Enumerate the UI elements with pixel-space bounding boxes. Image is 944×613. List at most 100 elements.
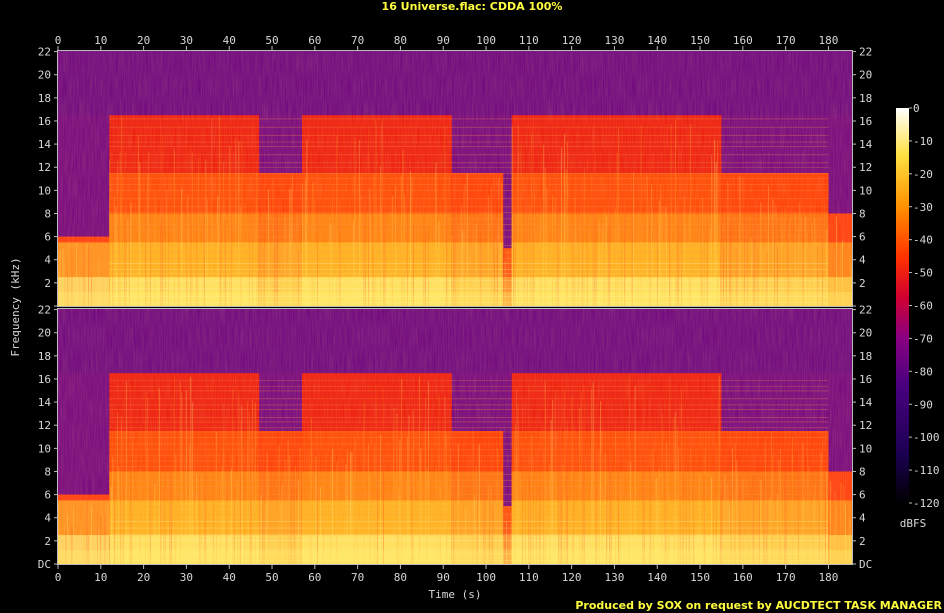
x-tick-label: 140 bbox=[647, 34, 667, 47]
y-tick-label: 16 bbox=[859, 115, 872, 128]
x-tick-label: 150 bbox=[690, 34, 710, 47]
x-tick-label: 130 bbox=[605, 34, 625, 47]
colorbar-tick-label: -30 bbox=[913, 201, 933, 214]
x-tick-label: 30 bbox=[180, 34, 193, 47]
x-tick-label: 10 bbox=[94, 34, 107, 47]
colorbar: 0 -10 -20 -30 -40 -50 -60 -70 -80 -90 -100 -110 -120… bbox=[896, 102, 940, 530]
colorbar-tick-label: -80 bbox=[913, 365, 933, 378]
spectrogram-panel-right bbox=[57, 308, 853, 565]
y-tick-label: 22 bbox=[859, 46, 872, 59]
spectrogram-grain bbox=[58, 51, 852, 306]
colorbar-gradient bbox=[896, 108, 909, 503]
x-tick-label: 90 bbox=[437, 34, 450, 47]
colorbar-tick-label: -100 bbox=[913, 431, 940, 444]
y-tick-label: 10 bbox=[38, 184, 51, 197]
y-tick-label: 10 bbox=[859, 442, 872, 455]
x-tick-label: 130 bbox=[605, 571, 625, 584]
y-tick-label: 2 bbox=[859, 277, 866, 290]
colorbar-tick-label: -120 bbox=[913, 497, 940, 510]
x-tick-label: 170 bbox=[776, 571, 796, 584]
y-tick-label: 4 bbox=[859, 512, 866, 525]
y-tick-label: 22 bbox=[859, 304, 872, 317]
x-tick-label: 20 bbox=[137, 571, 150, 584]
x-tick-label: 110 bbox=[519, 571, 539, 584]
y-tick-label: 14 bbox=[38, 396, 52, 409]
colorbar-tick-label: -70 bbox=[913, 332, 933, 345]
spectrogram-panel-left bbox=[57, 50, 853, 307]
x-tick-label: 90 bbox=[437, 571, 450, 584]
y-tick-label: 18 bbox=[859, 350, 872, 363]
x-tick-label: 100 bbox=[476, 34, 496, 47]
x-tick-label: 60 bbox=[308, 571, 321, 584]
x-tick-label: 0 bbox=[55, 34, 62, 47]
y-tick-label: 16 bbox=[859, 373, 872, 386]
y-tick-label: 20 bbox=[38, 327, 51, 340]
y-tick-label: DC bbox=[859, 558, 872, 571]
x-tick-label: 110 bbox=[519, 34, 539, 47]
y-tick-label: 12 bbox=[38, 419, 51, 432]
y-tick-label: 18 bbox=[859, 92, 872, 105]
x-tick-label: 50 bbox=[265, 34, 278, 47]
y-tick-label: 14 bbox=[38, 138, 52, 151]
colorbar-tick-label: -50 bbox=[913, 267, 933, 280]
y-tick-label: 14 bbox=[859, 396, 873, 409]
y-tick-label: 12 bbox=[859, 161, 872, 174]
colorbar-tick-label: 0 bbox=[913, 102, 920, 115]
x-tick-label: 120 bbox=[562, 571, 582, 584]
y-tick-label: 2 bbox=[44, 535, 51, 548]
x-tick-label: 70 bbox=[351, 571, 364, 584]
colorbar-unit: dBFS bbox=[900, 517, 927, 530]
spectrogram-grain bbox=[58, 309, 852, 564]
y-tick-label: 8 bbox=[859, 207, 866, 220]
x-tick-label: 30 bbox=[180, 571, 193, 584]
colorbar-tick-label: -110 bbox=[913, 464, 940, 477]
y-tick-label: 6 bbox=[859, 231, 866, 244]
y-tick-label: 12 bbox=[38, 161, 51, 174]
y-tick-label: 22 bbox=[38, 46, 51, 59]
y-tick-label: 8 bbox=[859, 465, 866, 478]
colorbar-tick-label: -60 bbox=[913, 300, 933, 313]
y-tick-label: 8 bbox=[44, 207, 51, 220]
y-tick-label: 6 bbox=[44, 231, 51, 244]
x-tick-label: 20 bbox=[137, 34, 150, 47]
chart-title: 16 Universe.flac: CDDA 100% bbox=[382, 0, 563, 13]
x-tick-label: 40 bbox=[223, 571, 236, 584]
y-tick-label: 10 bbox=[38, 442, 51, 455]
x-tick-label: 70 bbox=[351, 34, 364, 47]
colorbar-tick-label: -90 bbox=[913, 398, 933, 411]
plot-frame bbox=[57, 308, 853, 565]
y-tick-label: 4 bbox=[859, 254, 866, 267]
x-tick-label: 60 bbox=[308, 34, 321, 47]
y-tick-label: 2 bbox=[44, 277, 51, 290]
x-tick-label: 80 bbox=[394, 571, 407, 584]
footer-credit: Produced by SOX on request by AUCDTECT T… bbox=[575, 599, 942, 612]
x-tick-label: 100 bbox=[476, 571, 496, 584]
x-tick-label: 150 bbox=[690, 571, 710, 584]
y-tick-label: 16 bbox=[38, 373, 51, 386]
x-tick-label: 80 bbox=[394, 34, 407, 47]
x-tick-label: 170 bbox=[776, 34, 796, 47]
y-tick-label: 4 bbox=[44, 254, 51, 267]
colorbar-tick-label: -10 bbox=[913, 135, 933, 148]
y-tick-label: 2 bbox=[859, 535, 866, 548]
y-tick-label: 12 bbox=[859, 419, 872, 432]
y-tick-label: 14 bbox=[859, 138, 873, 151]
y-tick-label: DC bbox=[38, 558, 51, 571]
y-tick-label: 6 bbox=[859, 489, 866, 502]
x-tick-label: 0 bbox=[55, 571, 62, 584]
x-tick-label: 160 bbox=[733, 571, 753, 584]
y-tick-label: 16 bbox=[38, 115, 51, 128]
x-tick-label: 160 bbox=[733, 34, 753, 47]
x-tick-label: 120 bbox=[562, 34, 582, 47]
y-tick-label: 4 bbox=[44, 512, 51, 525]
y-tick-label: 22 bbox=[38, 304, 51, 317]
x-tick-label: 180 bbox=[819, 571, 839, 584]
y-tick-label: 20 bbox=[859, 69, 872, 82]
x-tick-label: 40 bbox=[223, 34, 236, 47]
x-axis-label: Time (s) bbox=[429, 588, 482, 601]
y-tick-label: 20 bbox=[38, 69, 51, 82]
x-tick-label: 10 bbox=[94, 571, 107, 584]
colorbar-tick-label: -40 bbox=[913, 234, 933, 247]
plot-frame bbox=[57, 50, 853, 307]
